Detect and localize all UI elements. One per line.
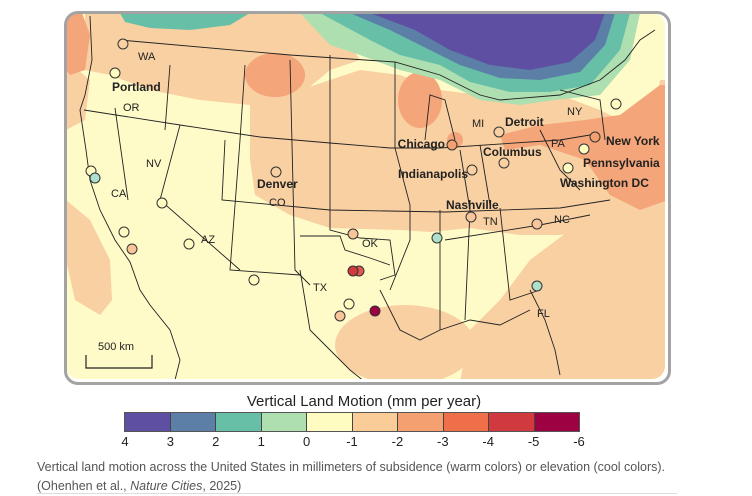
marker (183, 238, 195, 250)
state-label-tx: TX (313, 282, 328, 294)
legend-swatch (352, 413, 398, 431)
marker (109, 67, 121, 79)
legend-swatch (443, 413, 489, 431)
city-label-portland: Portland (112, 80, 161, 94)
city-label-chicago: Chicago (398, 137, 445, 151)
marker (589, 131, 601, 143)
marker (466, 164, 478, 176)
legend-tick-label: -5 (527, 434, 540, 449)
legend-tick-label: -4 (482, 434, 494, 449)
legend-tick-label: -2 (391, 434, 404, 449)
legend-tick-label: -3 (437, 434, 449, 449)
legend-tick-label: -1 (346, 434, 358, 449)
scale-bar (85, 355, 153, 369)
marker (347, 265, 359, 277)
marker (431, 232, 443, 244)
marker (156, 197, 168, 209)
legend-swatch (125, 413, 171, 431)
state-boundaries (79, 15, 656, 379)
marker (89, 172, 101, 184)
legend-color-bar (124, 412, 580, 432)
scale-bar-label: 500 km (98, 341, 134, 353)
legend-swatch (261, 413, 307, 431)
legend-swatch (307, 413, 353, 431)
state-label-or: OR (123, 102, 140, 114)
city-label-denver: Denver (257, 177, 298, 191)
state-label-ok: OK (362, 238, 379, 250)
legend-ticks: 4 3 2 1 0 -1 -2 -3 -4 -5 -6 (0, 434, 752, 450)
caption-journal: Nature Cities (130, 479, 203, 493)
marker (117, 38, 129, 50)
state-label-wa: WA (138, 51, 156, 63)
state-label-nv: NV (146, 158, 162, 170)
legend-swatch (534, 413, 579, 431)
marker (347, 228, 359, 240)
state-label-nc: NC (554, 214, 570, 226)
station-markers (85, 38, 622, 322)
legend-title: Vertical Land Motion (mm per year) (0, 393, 752, 410)
state-label-pa: PA (551, 138, 566, 150)
marker (248, 274, 260, 286)
marker (446, 139, 458, 151)
divider (37, 493, 677, 494)
legend-tick-label: 3 (166, 434, 175, 449)
marker (118, 226, 130, 238)
state-label-fl: FL (537, 308, 550, 320)
marker (578, 143, 590, 155)
marker (369, 305, 381, 317)
legend-tick-label: 4 (121, 434, 129, 449)
city-label-nashville: Nashville (446, 198, 499, 212)
marker (610, 98, 622, 110)
caption-citation-prefix: (Ohenhen et al., (37, 479, 131, 493)
caption-text: Vertical land motion across the United S… (37, 460, 666, 474)
state-label-ny: NY (567, 106, 583, 118)
subsidence-map: 500 km (66, 13, 665, 379)
legend-swatch (216, 413, 262, 431)
state-label-tn: TN (483, 216, 498, 228)
marker (465, 211, 477, 223)
city-label-detroit: Detroit (505, 115, 544, 129)
marker (531, 218, 543, 230)
legend-swatch (398, 413, 444, 431)
state-label-co: CO (269, 197, 286, 209)
legend-tick-label: -6 (573, 434, 585, 449)
marker (562, 162, 574, 174)
caption-citation-suffix: , 2025) (202, 479, 242, 493)
legend-swatch (170, 413, 216, 431)
state-label-ca: CA (111, 188, 127, 200)
state-label-mi: MI (472, 118, 484, 130)
legend-title-text: Vertical Land Motion (mm per year) (246, 393, 482, 410)
uplift-region (120, 13, 640, 105)
legend-tick-label: 2 (212, 434, 220, 449)
city-label-new-york: New York (606, 134, 660, 148)
marker (493, 126, 505, 138)
legend-swatch (489, 413, 535, 431)
legend-tick-label: 0 (302, 434, 311, 449)
state-label-az: AZ (201, 234, 215, 246)
marker (531, 280, 543, 292)
legend-tick-label: 1 (257, 434, 265, 449)
city-label-columbus: Columbus (483, 145, 542, 159)
marker (126, 243, 138, 255)
city-label-pennsylvania: Pennsylvania (583, 156, 660, 170)
marker (334, 310, 346, 322)
marker (270, 166, 282, 178)
city-label-indianapolis: Indianapolis (398, 167, 468, 181)
city-label-washington-dc: Washington DC (560, 176, 649, 190)
marker (498, 157, 510, 169)
figure-caption: Vertical land motion across the United S… (37, 458, 727, 496)
marker (343, 298, 355, 310)
